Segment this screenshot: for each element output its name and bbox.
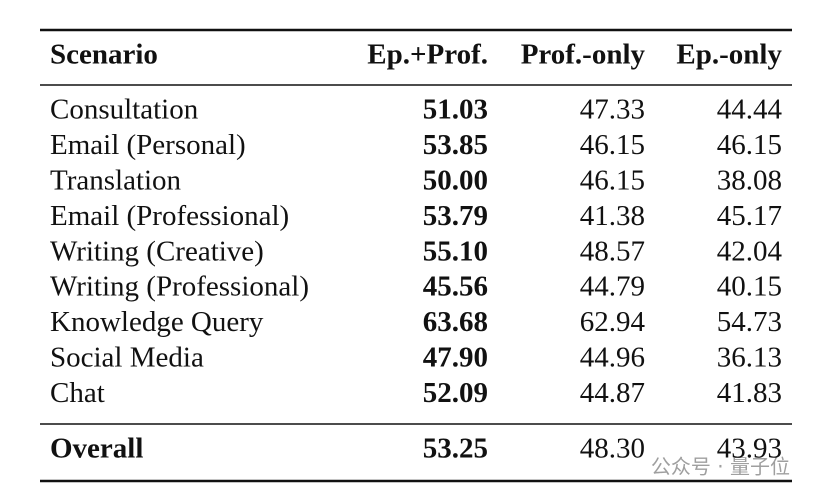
cell: 47.90: [423, 341, 488, 373]
cell: 62.94: [580, 306, 646, 338]
cell: 36.13: [717, 341, 782, 373]
cell: 44.44: [717, 94, 783, 126]
cell: 44.96: [580, 341, 645, 373]
cell: 53.25: [423, 433, 488, 465]
row-label: Translation: [50, 164, 182, 196]
cell: 44.87: [580, 377, 645, 409]
row-label: Social Media: [50, 341, 204, 373]
cell: Ep.-only: [676, 39, 782, 71]
cell: 41.38: [580, 200, 645, 232]
cell: 53.79: [423, 200, 488, 232]
cell: 48.57: [580, 235, 645, 267]
row-label: Overall: [50, 433, 143, 465]
watermark: 公众号 · 量子位: [651, 455, 790, 479]
cell: 53.85: [423, 129, 488, 161]
row-label: Scenario: [50, 39, 158, 71]
cell: 43.93: [717, 433, 782, 465]
cell: 45.56: [423, 271, 488, 303]
cell: 55.10: [423, 235, 488, 267]
cell: 38.08: [717, 164, 782, 196]
row-label: Email (Professional): [50, 200, 289, 232]
cell: Prof.-only: [521, 39, 646, 71]
row-label: Writing (Creative): [50, 235, 264, 267]
cell: 45.17: [717, 200, 782, 232]
cell: Ep.+Prof.: [367, 39, 488, 71]
row-label: Writing (Professional): [50, 271, 309, 303]
row-label: Email (Personal): [50, 129, 246, 161]
cell: 51.03: [423, 94, 488, 126]
row-label: Chat: [50, 377, 105, 409]
cell: 48.30: [580, 433, 645, 465]
cell: 42.04: [717, 235, 783, 267]
cell: 44.79: [580, 271, 645, 303]
row-label: Consultation: [50, 94, 199, 126]
cell: 46.15: [580, 164, 645, 196]
cell: 63.68: [423, 306, 488, 338]
cell: 40.15: [717, 271, 782, 303]
cell: 46.15: [580, 129, 645, 161]
cell: 47.33: [580, 94, 645, 126]
cell: 52.09: [423, 377, 488, 409]
cell: 41.83: [717, 377, 782, 409]
row-label: Knowledge Query: [50, 306, 264, 338]
cell: 46.15: [717, 129, 782, 161]
cell: 54.73: [717, 306, 782, 338]
cell: 50.00: [423, 164, 488, 196]
